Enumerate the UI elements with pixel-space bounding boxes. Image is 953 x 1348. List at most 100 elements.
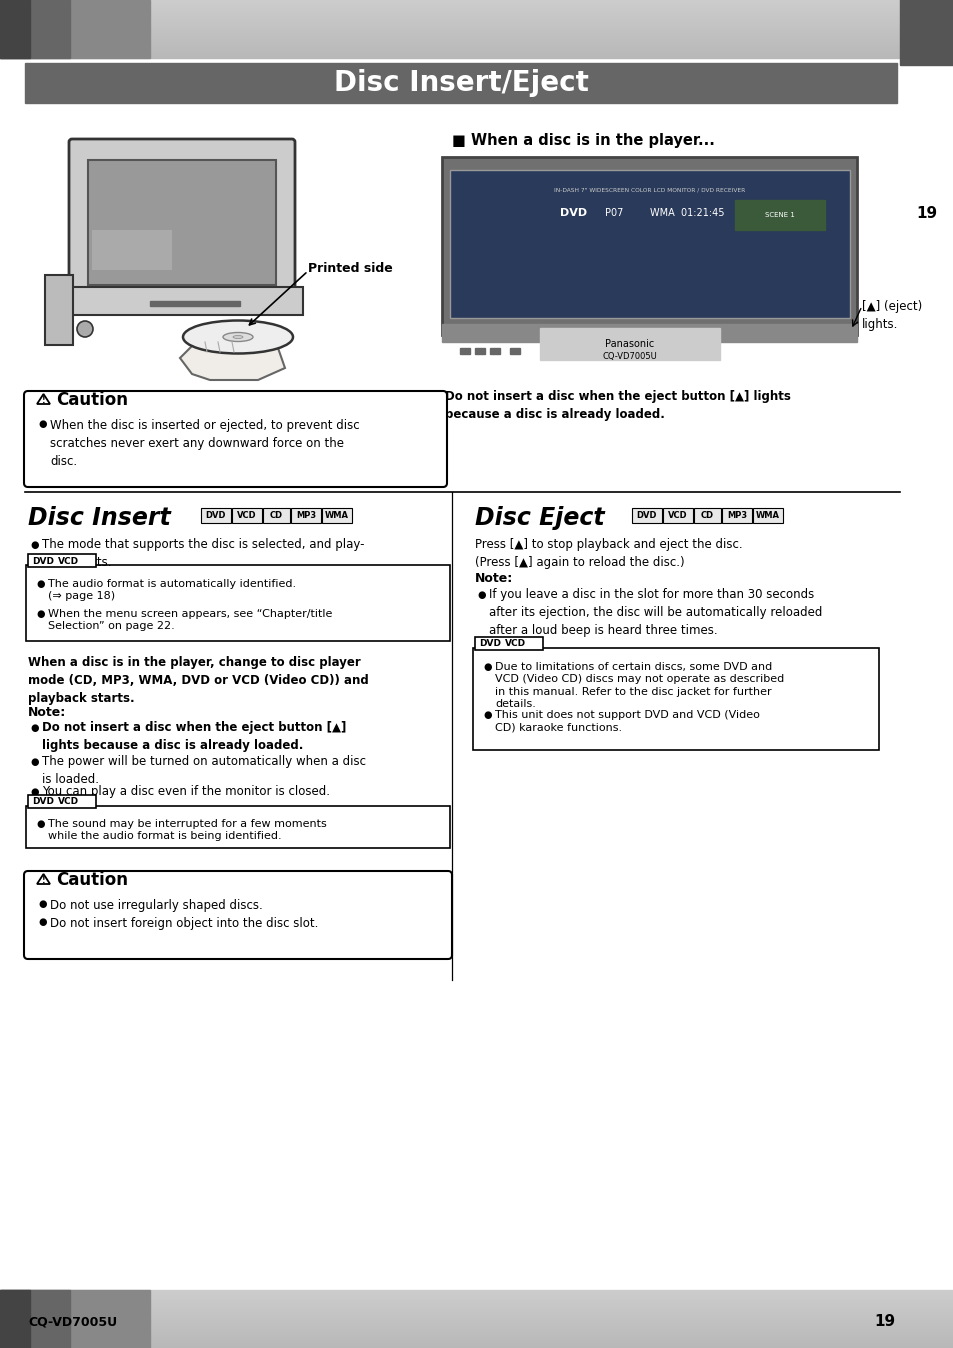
Text: Note:: Note: bbox=[475, 572, 513, 585]
Text: VCD: VCD bbox=[58, 557, 79, 566]
Text: VCD: VCD bbox=[58, 798, 79, 806]
FancyBboxPatch shape bbox=[441, 156, 856, 336]
Bar bbox=[0, 0, 150, 58]
Text: DVD: DVD bbox=[478, 639, 500, 648]
FancyBboxPatch shape bbox=[631, 508, 661, 523]
Text: DVD: DVD bbox=[559, 208, 586, 218]
Bar bbox=[0, 1290, 150, 1348]
FancyBboxPatch shape bbox=[45, 275, 73, 345]
Text: When the disc is inserted or ejected, to prevent disc
scratches never exert any : When the disc is inserted or ejected, to… bbox=[50, 419, 359, 468]
Text: Do not use irregularly shaped discs.: Do not use irregularly shaped discs. bbox=[50, 899, 262, 913]
Ellipse shape bbox=[223, 333, 253, 341]
FancyBboxPatch shape bbox=[24, 391, 447, 487]
Text: ●: ● bbox=[36, 609, 45, 619]
FancyBboxPatch shape bbox=[24, 871, 452, 958]
Text: ●: ● bbox=[482, 662, 491, 673]
Text: The audio format is automatically identified.
(⇒ page 18): The audio format is automatically identi… bbox=[48, 580, 295, 601]
Text: Caution: Caution bbox=[56, 391, 128, 408]
Text: Caution: Caution bbox=[56, 871, 128, 888]
Text: WMA  01:21:45: WMA 01:21:45 bbox=[649, 208, 723, 218]
Text: This unit does not support DVD and VCD (Video
CD) karaoke functions.: This unit does not support DVD and VCD (… bbox=[495, 710, 760, 732]
Text: VCD: VCD bbox=[667, 511, 687, 520]
FancyBboxPatch shape bbox=[322, 508, 352, 523]
Text: ●: ● bbox=[476, 590, 485, 600]
Text: VCD: VCD bbox=[504, 639, 525, 648]
FancyBboxPatch shape bbox=[693, 508, 720, 523]
FancyBboxPatch shape bbox=[291, 508, 320, 523]
Ellipse shape bbox=[233, 336, 243, 338]
FancyBboxPatch shape bbox=[26, 806, 450, 848]
Text: MP3: MP3 bbox=[726, 511, 746, 520]
Bar bbox=[734, 200, 824, 231]
Text: Press [▲] to stop playback and eject the disc.
(Press [▲] again to reload the di: Press [▲] to stop playback and eject the… bbox=[475, 538, 741, 569]
FancyBboxPatch shape bbox=[28, 795, 96, 807]
Text: CD: CD bbox=[700, 511, 713, 520]
FancyBboxPatch shape bbox=[450, 170, 849, 318]
Text: ●: ● bbox=[36, 580, 45, 589]
Text: Printed side: Printed side bbox=[308, 262, 393, 275]
Bar bbox=[510, 348, 519, 355]
Bar bbox=[475, 348, 484, 355]
Text: IN-DASH 7" WIDESCREEN COLOR LCD MONITOR / DVD RECEIVER: IN-DASH 7" WIDESCREEN COLOR LCD MONITOR … bbox=[554, 187, 745, 193]
Text: DVD: DVD bbox=[32, 798, 54, 806]
Bar bbox=[0, 1290, 70, 1348]
Text: ●: ● bbox=[38, 917, 47, 927]
Text: DVD: DVD bbox=[206, 511, 226, 520]
Text: ●: ● bbox=[38, 419, 47, 429]
Circle shape bbox=[77, 321, 92, 337]
FancyBboxPatch shape bbox=[752, 508, 782, 523]
Polygon shape bbox=[180, 340, 285, 380]
FancyBboxPatch shape bbox=[26, 565, 450, 642]
Text: 19: 19 bbox=[873, 1314, 894, 1329]
Bar bbox=[25, 63, 896, 102]
Text: ●: ● bbox=[30, 723, 38, 733]
Text: English: English bbox=[919, 120, 933, 177]
Bar bbox=[490, 348, 499, 355]
Text: WMA: WMA bbox=[755, 511, 780, 520]
Text: MP3: MP3 bbox=[295, 511, 315, 520]
Text: Do not insert foreign object into the disc slot.: Do not insert foreign object into the di… bbox=[50, 917, 318, 930]
Text: Disc Insert: Disc Insert bbox=[28, 506, 171, 530]
FancyBboxPatch shape bbox=[232, 508, 262, 523]
Text: Disc Insert/Eject: Disc Insert/Eject bbox=[334, 69, 588, 97]
FancyBboxPatch shape bbox=[91, 231, 172, 270]
FancyBboxPatch shape bbox=[88, 160, 275, 284]
Text: The sound may be interrupted for a few moments
while the audio format is being i: The sound may be interrupted for a few m… bbox=[48, 820, 327, 841]
Bar bbox=[899, 0, 953, 65]
Bar bbox=[150, 301, 240, 306]
Text: Do not insert a disc when the eject button [▲]
lights because a disc is already : Do not insert a disc when the eject butt… bbox=[42, 721, 346, 752]
Text: The power will be turned on automatically when a disc
is loaded.: The power will be turned on automaticall… bbox=[42, 755, 366, 786]
Text: Due to limitations of certain discs, some DVD and
VCD (Video CD) discs may not o: Due to limitations of certain discs, som… bbox=[495, 662, 783, 709]
Text: Disc Eject: Disc Eject bbox=[475, 506, 604, 530]
Text: The mode that supports the disc is selected, and play-
back starts.: The mode that supports the disc is selec… bbox=[42, 538, 364, 569]
Text: ●: ● bbox=[38, 899, 47, 909]
Text: 19: 19 bbox=[916, 206, 937, 221]
Text: Panasonic: Panasonic bbox=[605, 338, 654, 349]
Text: CQ-VD7005U: CQ-VD7005U bbox=[602, 352, 657, 360]
Text: If you leave a disc in the slot for more than 30 seconds
after its ejection, the: If you leave a disc in the slot for more… bbox=[489, 588, 821, 638]
FancyBboxPatch shape bbox=[28, 554, 96, 568]
FancyBboxPatch shape bbox=[201, 508, 231, 523]
Text: CD: CD bbox=[270, 511, 283, 520]
Bar bbox=[0, 1290, 30, 1348]
Text: ■ When a disc is in the player...: ■ When a disc is in the player... bbox=[452, 132, 714, 147]
Text: ●: ● bbox=[30, 758, 38, 767]
FancyBboxPatch shape bbox=[721, 508, 751, 523]
Text: DVD: DVD bbox=[32, 557, 54, 566]
Ellipse shape bbox=[183, 321, 293, 353]
Text: P07: P07 bbox=[604, 208, 622, 218]
FancyBboxPatch shape bbox=[473, 648, 878, 749]
Text: CQ-VD7005U: CQ-VD7005U bbox=[28, 1316, 117, 1329]
Text: Note:: Note: bbox=[28, 706, 66, 718]
FancyBboxPatch shape bbox=[263, 508, 290, 523]
FancyBboxPatch shape bbox=[662, 508, 692, 523]
Text: You can play a disc even if the monitor is closed.: You can play a disc even if the monitor … bbox=[42, 785, 330, 798]
Text: [▲] (eject)
lights.: [▲] (eject) lights. bbox=[862, 301, 922, 332]
Bar bbox=[539, 328, 720, 360]
Bar bbox=[459, 348, 470, 355]
Text: When a disc is in the player, change to disc player
mode (CD, MP3, WMA, DVD or V: When a disc is in the player, change to … bbox=[28, 656, 369, 705]
Text: ●: ● bbox=[30, 541, 38, 550]
Text: ●: ● bbox=[482, 710, 491, 720]
Bar bbox=[899, 198, 953, 231]
FancyBboxPatch shape bbox=[55, 287, 303, 315]
